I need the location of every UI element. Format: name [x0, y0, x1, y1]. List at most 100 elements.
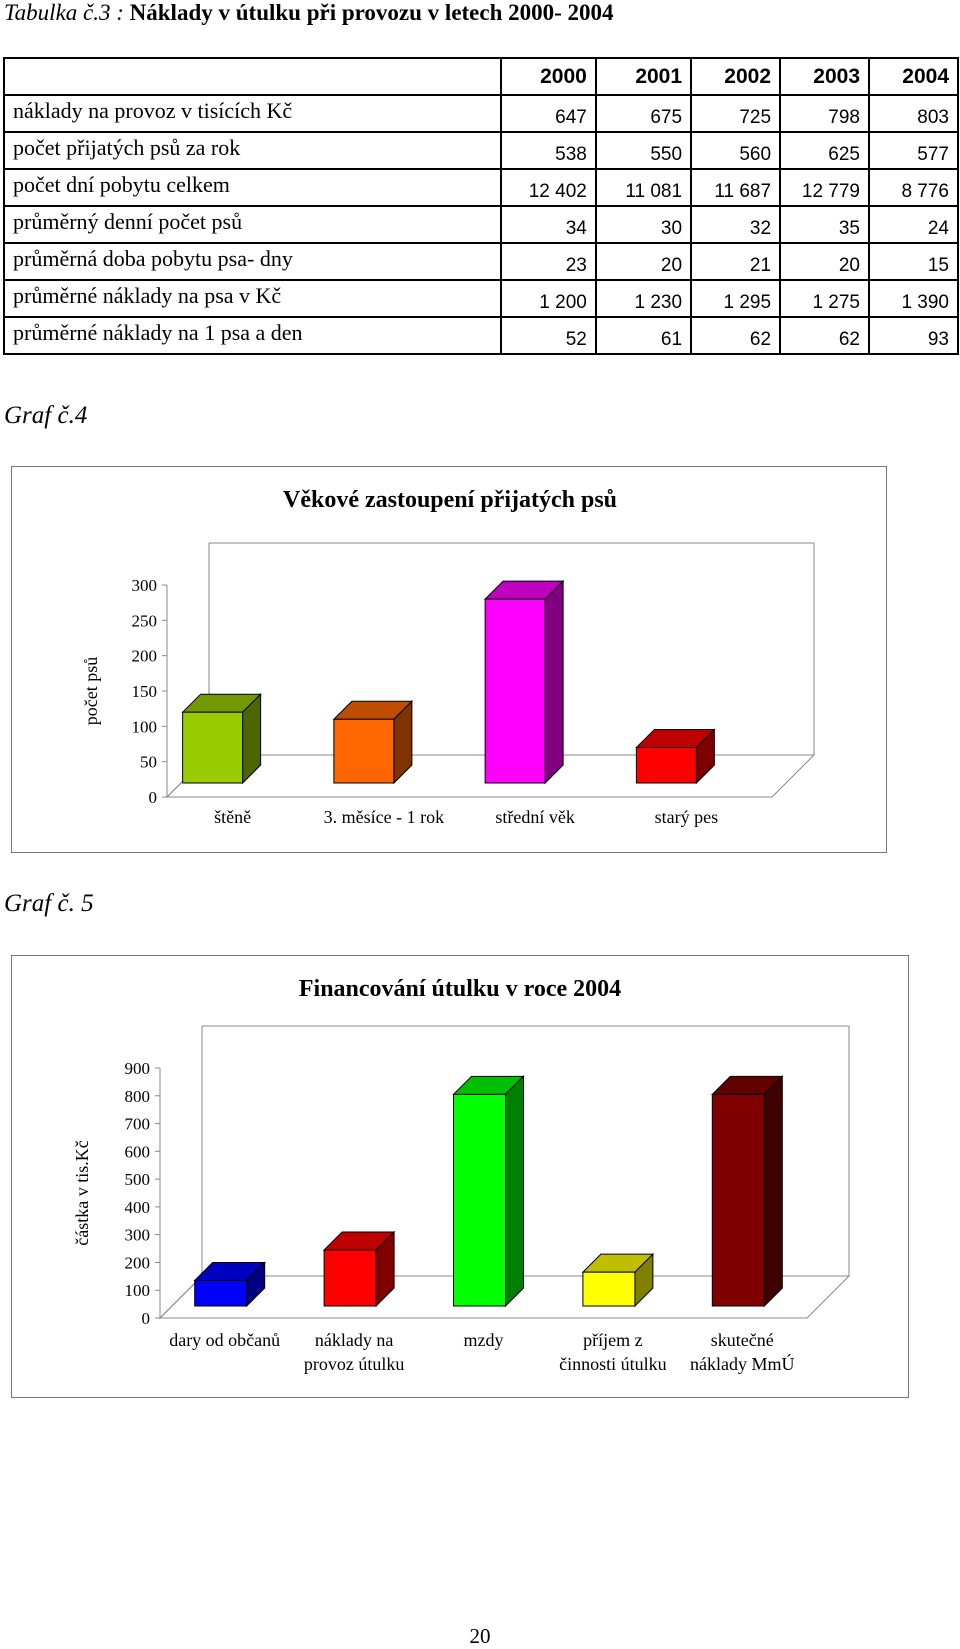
floor — [158, 1275, 851, 1319]
table-row: průměrný denní počet psů 34 30 32 35 24 — [3, 205, 959, 244]
y-tick-label: 0 — [142, 1309, 151, 1328]
y-tick-label: 500 — [125, 1170, 151, 1189]
graf5-label: Graf č. 5 — [4, 890, 94, 917]
table-cell: 23 — [499, 242, 597, 281]
y-tick-label: 200 — [125, 1253, 151, 1272]
category-label: náklady MmÚ — [690, 1353, 794, 1374]
table-cell: 32 — [690, 205, 782, 244]
category-label: skutečné — [711, 1330, 774, 1350]
y-tick-label: 100 — [132, 717, 158, 736]
table-cell: 1 230 — [594, 279, 693, 318]
category-label: štěně — [214, 807, 251, 827]
caption-prefix: Tabulka č.3 : — [4, 0, 124, 25]
category-label: provoz útulku — [304, 1354, 405, 1374]
row-label: průměrná doba pobytu psa- dny — [3, 242, 502, 281]
table-cell: 62 — [690, 316, 782, 355]
year-header: 2000 — [499, 57, 597, 96]
category-label: příjem z — [583, 1330, 642, 1350]
y-tick-label: 400 — [125, 1198, 151, 1217]
table-cell: 11 081 — [594, 168, 693, 207]
y-tick-label: 700 — [125, 1115, 151, 1134]
category-label: starý pes — [655, 807, 718, 827]
bar — [635, 747, 697, 784]
table-row: náklady na provoz v tisících Kč 647 675 725… — [3, 94, 959, 133]
table-header-row: 2000 2001 2002 2003 2004 — [3, 57, 959, 96]
y-tick-label: 100 — [125, 1281, 151, 1300]
year-header: 2003 — [779, 57, 870, 96]
table-cell: 11 687 — [690, 168, 782, 207]
category-label: dary od občanů — [169, 1330, 280, 1350]
category-label: činnosti útulku — [559, 1354, 667, 1374]
y-tick-label: 150 — [132, 682, 158, 701]
row-label: počet přijatých psů za rok — [3, 131, 502, 170]
table-cell: 52 — [499, 316, 597, 355]
table-cell: 34 — [499, 205, 597, 244]
table-cell: 538 — [499, 131, 597, 170]
table-cell: 1 390 — [868, 279, 959, 318]
caption-title: Náklady v útulku při provozu v letech 20… — [129, 0, 614, 25]
bar-side — [544, 579, 564, 785]
bar — [484, 598, 546, 784]
table-row: počet dní pobytu celkem 12 402 11 081 11 68… — [3, 168, 959, 207]
table-cell: 15 — [868, 242, 959, 281]
table-row: průměrné náklady na 1 psa a den 52 61 62 62 9… — [3, 316, 959, 355]
category-label: 3. měsíce - 1 rok — [324, 807, 444, 827]
table-row: počet přijatých psů za rok 538 550 560 625 57… — [3, 131, 959, 170]
bar — [194, 1280, 248, 1307]
table-cell: 560 — [690, 131, 782, 170]
y-tick-label: 50 — [140, 753, 157, 772]
table-cell: 675 — [594, 94, 693, 133]
table-cell: 93 — [868, 316, 959, 355]
table-cell: 625 — [779, 131, 870, 170]
table-cell: 35 — [779, 205, 870, 244]
year-header: 2001 — [594, 57, 693, 96]
chart-title: Věkové zastoupení přijatých psů — [283, 487, 617, 513]
row-label: průměrné náklady na psa v Kč — [3, 279, 502, 318]
table-cell: 550 — [594, 131, 693, 170]
table-cell: 1 275 — [779, 279, 870, 318]
table-cell: 20 — [594, 242, 693, 281]
bar-side — [763, 1075, 783, 1308]
category-label: střední věk — [495, 807, 574, 827]
table-row: průměrná doba pobytu psa- dny 23 20 21 20 15 — [3, 242, 959, 281]
bar — [182, 711, 244, 784]
bar — [582, 1271, 636, 1307]
graf4-label: Graf č.4 — [4, 402, 88, 429]
y-tick-label: 250 — [132, 611, 158, 630]
chart-finance: Financování útulku v roce 2004 0 100 200 300… — [72, 976, 851, 1374]
table-cell: 8 776 — [868, 168, 959, 207]
year-header: 2004 — [868, 57, 959, 96]
cost-table: 2000 2001 2002 2003 2004 náklady na provoz v … — [3, 57, 959, 355]
back-wall-left — [159, 1026, 203, 1320]
table-cell: 647 — [499, 94, 597, 133]
chart-title: Financování útulku v roce 2004 — [299, 976, 621, 1002]
table-cell: 62 — [779, 316, 870, 355]
y-tick-label: 900 — [125, 1059, 151, 1078]
bar — [453, 1093, 506, 1307]
y-axis-label: částka v tis.Kč — [72, 1140, 92, 1245]
table-cell: 30 — [594, 205, 693, 244]
category-label: mzdy — [464, 1330, 504, 1350]
table-cell: 12 402 — [499, 168, 597, 207]
y-tick-label: 200 — [132, 647, 158, 666]
table-cell: 12 779 — [779, 168, 870, 207]
page-number: 20 — [469, 1624, 491, 1648]
table-cell: 1 295 — [690, 279, 782, 318]
table-cell: 577 — [868, 131, 959, 170]
chart-finance-box: Financování útulku v roce 2004 0 100 200 300… — [11, 955, 909, 1398]
y-axis-label: počet psů — [81, 657, 101, 725]
table-cell: 61 — [594, 316, 693, 355]
bar-side — [505, 1075, 524, 1308]
table-cell: 21 — [690, 242, 782, 281]
bar — [323, 1249, 377, 1307]
table-corner-cell — [3, 57, 502, 96]
table-cell: 803 — [868, 94, 959, 133]
year-header: 2002 — [690, 57, 782, 96]
chart-age: Věkové zastoupení přijatých psů 0 50 100 150… — [81, 487, 816, 827]
row-label: náklady na provoz v tisících Kč — [3, 94, 502, 133]
y-tick-label: 600 — [125, 1142, 151, 1161]
row-label: průměrné náklady na 1 psa a den — [3, 316, 502, 355]
table-caption: Tabulka č.3 : Náklady v útulku při provo… — [4, 0, 614, 26]
y-tick-label: 300 — [132, 576, 158, 595]
chart-age-box: Věkové zastoupení přijatých psů 0 50 100 150… — [11, 466, 887, 853]
